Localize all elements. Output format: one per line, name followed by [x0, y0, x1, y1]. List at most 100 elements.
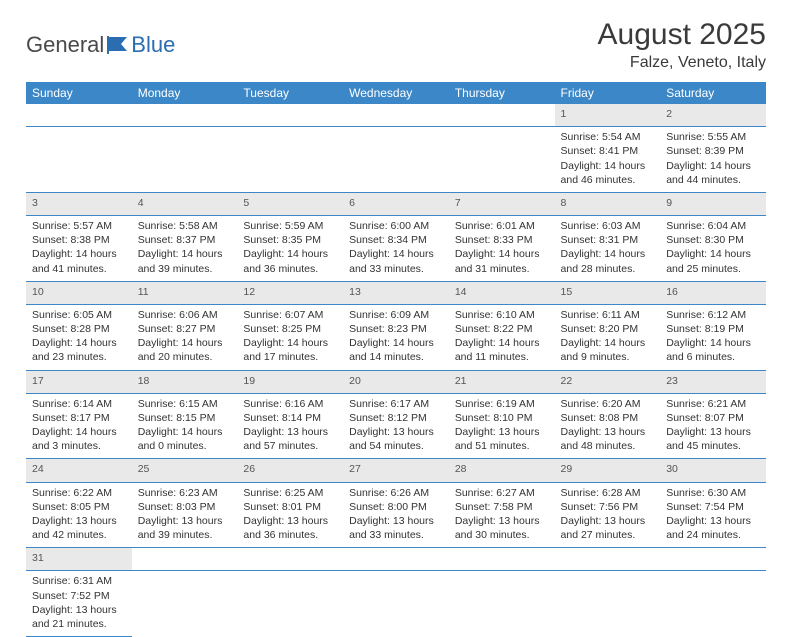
sunset-text: Sunset: 8:25 PM	[243, 322, 337, 336]
day-number-cell: 9	[660, 192, 766, 215]
day-number-cell: 21	[449, 370, 555, 393]
day-content-cell: Sunrise: 6:19 AMSunset: 8:10 PMDaylight:…	[449, 393, 555, 459]
day-number-cell: 8	[555, 192, 661, 215]
sunrise-text: Sunrise: 6:26 AM	[349, 486, 443, 500]
day-number-cell: 17	[26, 370, 132, 393]
sunset-text: Sunset: 8:33 PM	[455, 233, 549, 247]
logo-text-general: General	[26, 32, 104, 58]
sunset-text: Sunset: 8:17 PM	[32, 411, 126, 425]
sunrise-text: Sunrise: 6:15 AM	[138, 397, 232, 411]
day-content-cell	[449, 571, 555, 637]
day-number-cell: 27	[343, 459, 449, 482]
daylight-text: Daylight: 13 hours and 51 minutes.	[455, 425, 549, 453]
day-content-cell	[555, 571, 661, 637]
day-content-cell	[26, 127, 132, 193]
location-label: Falze, Veneto, Italy	[598, 54, 766, 72]
daynum-row: 31	[26, 548, 766, 571]
sunrise-text: Sunrise: 6:09 AM	[349, 308, 443, 322]
day-content-cell: Sunrise: 6:25 AMSunset: 8:01 PMDaylight:…	[237, 482, 343, 548]
day-content-cell	[132, 571, 238, 637]
weekday-header: Tuesday	[237, 82, 343, 104]
sunset-text: Sunset: 8:20 PM	[561, 322, 655, 336]
day-number-cell: 30	[660, 459, 766, 482]
day-number-cell	[26, 104, 132, 127]
weekday-header: Wednesday	[343, 82, 449, 104]
day-content-cell: Sunrise: 6:12 AMSunset: 8:19 PMDaylight:…	[660, 304, 766, 370]
weekday-header: Monday	[132, 82, 238, 104]
sunset-text: Sunset: 8:39 PM	[666, 144, 760, 158]
generalblue-logo: General Blue	[26, 32, 175, 58]
sunset-text: Sunset: 8:12 PM	[349, 411, 443, 425]
sunset-text: Sunset: 8:15 PM	[138, 411, 232, 425]
daylight-text: Daylight: 14 hours and 20 minutes.	[138, 336, 232, 364]
sunrise-text: Sunrise: 6:11 AM	[561, 308, 655, 322]
sunset-text: Sunset: 8:05 PM	[32, 500, 126, 514]
daylight-text: Daylight: 14 hours and 11 minutes.	[455, 336, 549, 364]
day-number-cell: 26	[237, 459, 343, 482]
day-number-cell: 7	[449, 192, 555, 215]
day-content-cell: Sunrise: 6:03 AMSunset: 8:31 PMDaylight:…	[555, 216, 661, 282]
sunrise-text: Sunrise: 6:01 AM	[455, 219, 549, 233]
day-number-cell: 20	[343, 370, 449, 393]
day-number-cell: 13	[343, 281, 449, 304]
day-number-cell: 31	[26, 548, 132, 571]
day-content-cell: Sunrise: 5:59 AMSunset: 8:35 PMDaylight:…	[237, 216, 343, 282]
day-content-cell: Sunrise: 5:54 AMSunset: 8:41 PMDaylight:…	[555, 127, 661, 193]
sunset-text: Sunset: 8:30 PM	[666, 233, 760, 247]
day-content-cell	[237, 571, 343, 637]
day-content-cell: Sunrise: 6:16 AMSunset: 8:14 PMDaylight:…	[237, 393, 343, 459]
day-number-cell	[449, 548, 555, 571]
day-number-cell: 11	[132, 281, 238, 304]
daylight-text: Daylight: 14 hours and 0 minutes.	[138, 425, 232, 453]
day-number-cell: 25	[132, 459, 238, 482]
sunset-text: Sunset: 8:01 PM	[243, 500, 337, 514]
daynum-row: 12	[26, 104, 766, 127]
calendar-page: General Blue August 2025 Falze, Veneto, …	[0, 0, 792, 612]
day-content-cell: Sunrise: 6:05 AMSunset: 8:28 PMDaylight:…	[26, 304, 132, 370]
daylight-text: Daylight: 14 hours and 6 minutes.	[666, 336, 760, 364]
weekday-header: Thursday	[449, 82, 555, 104]
day-number-cell: 14	[449, 281, 555, 304]
sunrise-text: Sunrise: 6:21 AM	[666, 397, 760, 411]
weekday-header-row: Sunday Monday Tuesday Wednesday Thursday…	[26, 82, 766, 104]
daylight-text: Daylight: 13 hours and 42 minutes.	[32, 514, 126, 542]
day-content-cell: Sunrise: 6:26 AMSunset: 8:00 PMDaylight:…	[343, 482, 449, 548]
day-number-cell	[343, 104, 449, 127]
day-content-cell: Sunrise: 6:09 AMSunset: 8:23 PMDaylight:…	[343, 304, 449, 370]
daylight-text: Daylight: 13 hours and 48 minutes.	[561, 425, 655, 453]
day-content-cell: Sunrise: 6:27 AMSunset: 7:58 PMDaylight:…	[449, 482, 555, 548]
sunrise-text: Sunrise: 5:58 AM	[138, 219, 232, 233]
day-number-cell	[237, 104, 343, 127]
day-content-cell: Sunrise: 5:55 AMSunset: 8:39 PMDaylight:…	[660, 127, 766, 193]
day-number-cell: 4	[132, 192, 238, 215]
sunrise-text: Sunrise: 6:17 AM	[349, 397, 443, 411]
daylight-text: Daylight: 14 hours and 14 minutes.	[349, 336, 443, 364]
sunrise-text: Sunrise: 6:19 AM	[455, 397, 549, 411]
daylight-text: Daylight: 14 hours and 46 minutes.	[561, 159, 655, 187]
day-number-cell: 19	[237, 370, 343, 393]
sunset-text: Sunset: 8:07 PM	[666, 411, 760, 425]
daylight-text: Daylight: 14 hours and 25 minutes.	[666, 247, 760, 275]
daynum-row: 10111213141516	[26, 281, 766, 304]
sunrise-text: Sunrise: 6:03 AM	[561, 219, 655, 233]
day-content-cell: Sunrise: 6:01 AMSunset: 8:33 PMDaylight:…	[449, 216, 555, 282]
sunset-text: Sunset: 7:56 PM	[561, 500, 655, 514]
day-content-cell: Sunrise: 6:00 AMSunset: 8:34 PMDaylight:…	[343, 216, 449, 282]
day-content-cell: Sunrise: 6:22 AMSunset: 8:05 PMDaylight:…	[26, 482, 132, 548]
day-number-cell: 2	[660, 104, 766, 127]
sunset-text: Sunset: 8:23 PM	[349, 322, 443, 336]
calendar-table: Sunday Monday Tuesday Wednesday Thursday…	[26, 82, 766, 637]
daylight-text: Daylight: 13 hours and 24 minutes.	[666, 514, 760, 542]
day-number-cell: 28	[449, 459, 555, 482]
sunset-text: Sunset: 8:22 PM	[455, 322, 549, 336]
sunrise-text: Sunrise: 6:14 AM	[32, 397, 126, 411]
daylight-text: Daylight: 14 hours and 44 minutes.	[666, 159, 760, 187]
sunrise-text: Sunrise: 6:04 AM	[666, 219, 760, 233]
day-content-row: Sunrise: 6:05 AMSunset: 8:28 PMDaylight:…	[26, 304, 766, 370]
sunset-text: Sunset: 8:37 PM	[138, 233, 232, 247]
daylight-text: Daylight: 14 hours and 36 minutes.	[243, 247, 337, 275]
day-number-cell	[449, 104, 555, 127]
day-content-cell: Sunrise: 6:23 AMSunset: 8:03 PMDaylight:…	[132, 482, 238, 548]
sunrise-text: Sunrise: 5:55 AM	[666, 130, 760, 144]
day-content-cell	[343, 127, 449, 193]
